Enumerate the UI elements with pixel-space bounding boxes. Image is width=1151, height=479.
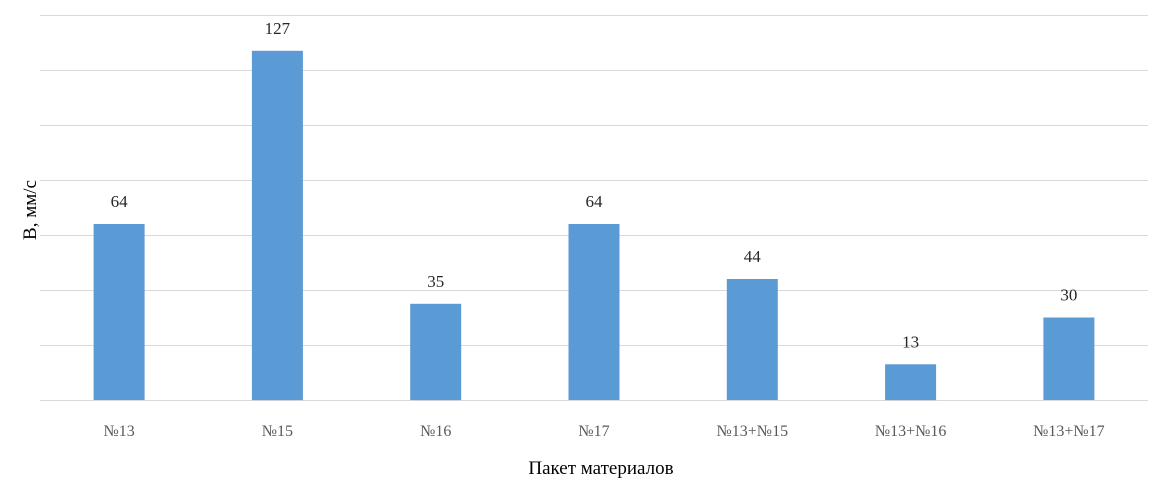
bar <box>93 224 145 400</box>
bar <box>726 279 778 400</box>
bars <box>93 50 1095 401</box>
data-label: 44 <box>744 247 762 266</box>
data-labels: 64 127 35 64 44 13 30 <box>111 19 1078 351</box>
x-tick-label: №16 <box>420 423 451 440</box>
x-tick-label: №13+№17 <box>1033 423 1105 440</box>
data-label: 64 <box>111 192 129 211</box>
bar <box>410 303 462 401</box>
bar <box>885 364 937 401</box>
x-axis-title: Пакет материалов <box>528 458 673 479</box>
data-label: 64 <box>586 192 604 211</box>
x-tick-label: №15 <box>262 423 293 440</box>
data-label: 13 <box>902 332 919 351</box>
bar <box>1043 317 1095 400</box>
x-tick-label: №13+№15 <box>717 423 789 440</box>
data-label: 35 <box>427 272 444 291</box>
data-label: 30 <box>1060 286 1077 305</box>
x-tick-label: №13 <box>103 423 134 440</box>
x-tick-label: №17 <box>578 423 609 440</box>
data-label: 127 <box>265 19 291 38</box>
x-tick-label: №13+№16 <box>875 423 947 440</box>
x-tick-labels: №13 №15 №16 №17 №13+№15 №13+№16 №13+№17 <box>103 423 1104 440</box>
bar <box>251 50 303 401</box>
y-axis-title: В, мм/с <box>20 180 41 240</box>
bar <box>568 224 620 400</box>
